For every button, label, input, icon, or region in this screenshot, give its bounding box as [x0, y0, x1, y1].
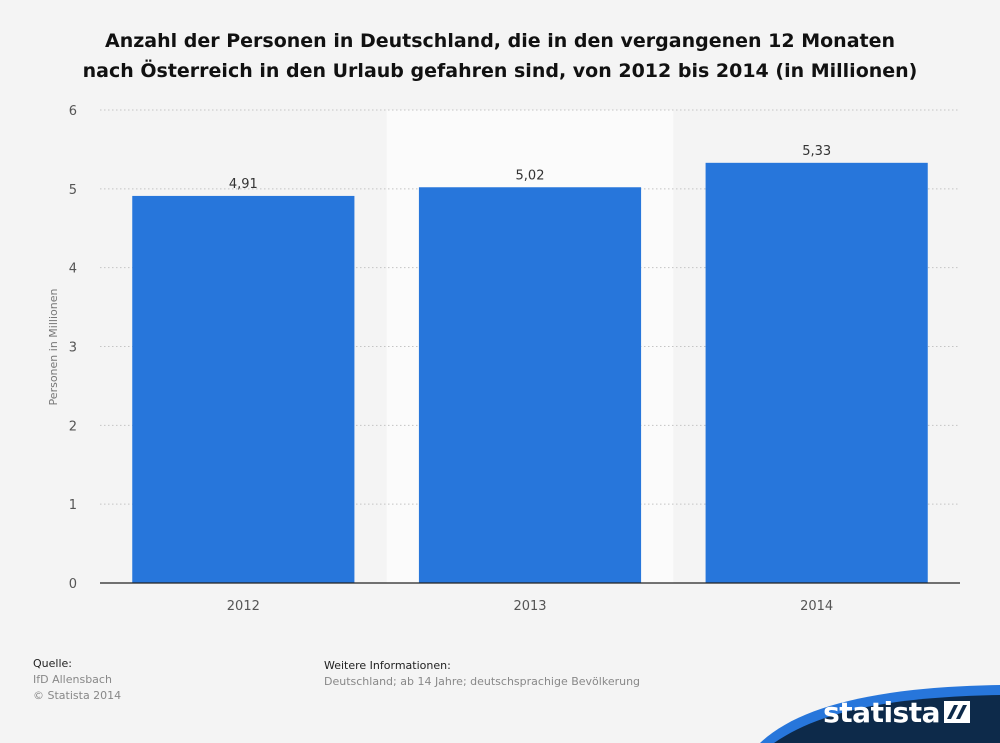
chart-title: Anzahl der Personen in Deutschland, die …	[40, 26, 960, 86]
info-heading: Weitere Informationen:	[324, 659, 451, 672]
data-label: 4,91	[229, 177, 258, 192]
info-block: Weitere Informationen: Deutschland; ab 1…	[324, 658, 640, 690]
source-line: IfD Allensbach	[33, 673, 112, 686]
x-tick-label: 2014	[800, 599, 833, 614]
y-tick-label: 6	[69, 104, 77, 119]
y-tick-label: 1	[69, 498, 77, 513]
bar	[705, 162, 928, 583]
y-axis-label: Personen in Millionen	[47, 289, 60, 406]
y-tick-label: 0	[69, 577, 77, 592]
y-tick-label: 4	[69, 262, 77, 277]
source-heading: Quelle:	[33, 657, 72, 670]
brand-background	[760, 685, 1000, 743]
chart-title-line-1: Anzahl der Personen in Deutschland, die …	[104, 30, 896, 52]
x-tick-label: 2013	[513, 599, 546, 614]
x-tick-label: 2012	[227, 599, 260, 614]
data-label: 5,02	[516, 168, 545, 183]
brand-name: statista	[823, 696, 940, 729]
bar	[132, 195, 355, 583]
bar	[418, 187, 642, 584]
statista-brand[interactable]: statista	[760, 675, 1000, 743]
data-label: 5,33	[802, 144, 831, 159]
info-line: Deutschland; ab 14 Jahre; deutschsprachi…	[324, 675, 641, 688]
statista-logo-icon	[944, 701, 970, 723]
source-block: Quelle: IfD Allensbach © Statista 2014	[33, 656, 121, 704]
copyright-line: © Statista 2014	[33, 689, 122, 702]
y-tick-label: 3	[69, 341, 77, 356]
chart-title-line-2: nach Österreich in den Urlaub gefahren s…	[82, 60, 918, 82]
y-tick-label: 5	[69, 183, 77, 198]
y-tick-label: 2	[69, 419, 77, 434]
